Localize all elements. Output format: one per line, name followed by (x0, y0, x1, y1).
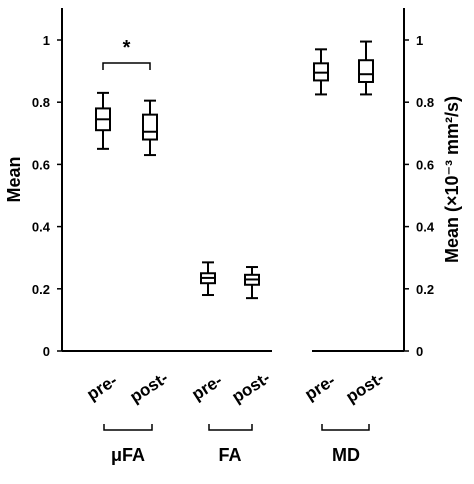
box-μFA-pre (95, 91, 111, 150)
left-y-tick-label: 1 (43, 33, 50, 48)
right-y-axis-title: Mean (×10⁻³ mm²/s) (442, 96, 462, 263)
box-MD-pre (313, 48, 329, 96)
group-label: MD (332, 445, 360, 465)
significance-star: * (123, 37, 131, 59)
group-bracket (103, 424, 153, 431)
group-label: FA (218, 445, 241, 465)
left-y-tick-label: 0.8 (32, 95, 50, 110)
axes-layer (57, 8, 409, 431)
box-FA-pre (200, 261, 216, 297)
right-y-tick-label: 1 (416, 33, 423, 48)
category-label: post- (342, 368, 387, 407)
category-label: pre- (83, 371, 120, 404)
right-y-tick-label: 0 (416, 344, 423, 359)
group-label: μFA (111, 445, 145, 465)
right-y-tick-label: 0.2 (416, 282, 434, 297)
left-y-tick-label: 0 (43, 344, 50, 359)
left-y-axis-title: Mean (4, 156, 24, 202)
boxes-layer (95, 40, 374, 300)
right-y-tick-label: 0.4 (416, 220, 435, 235)
category-label: pre- (188, 371, 225, 404)
labels-layer: 0 0 0.2 0.2 0.4 0.4 0.6 0.6 0.8 0.8 1 1 Mean Mean (×1… (4, 33, 462, 465)
category-label: post- (126, 368, 171, 407)
group-bracket (208, 424, 253, 431)
left-y-tick-label: 0.6 (32, 157, 50, 172)
category-label: post- (228, 368, 273, 407)
significance-bracket (102, 62, 151, 70)
box-MD-post (358, 40, 374, 96)
left-y-tick-label: 0.4 (32, 220, 51, 235)
iqr-box (358, 59, 374, 83)
left-y-tick-label: 0.2 (32, 282, 50, 297)
right-y-tick-label: 0.8 (416, 95, 434, 110)
right-y-tick-label: 0.6 (416, 157, 434, 172)
group-bracket (321, 424, 370, 431)
category-label: pre- (301, 371, 338, 404)
iqr-box (142, 113, 158, 141)
box-μFA-post (142, 99, 158, 157)
box-FA-post (244, 266, 260, 300)
